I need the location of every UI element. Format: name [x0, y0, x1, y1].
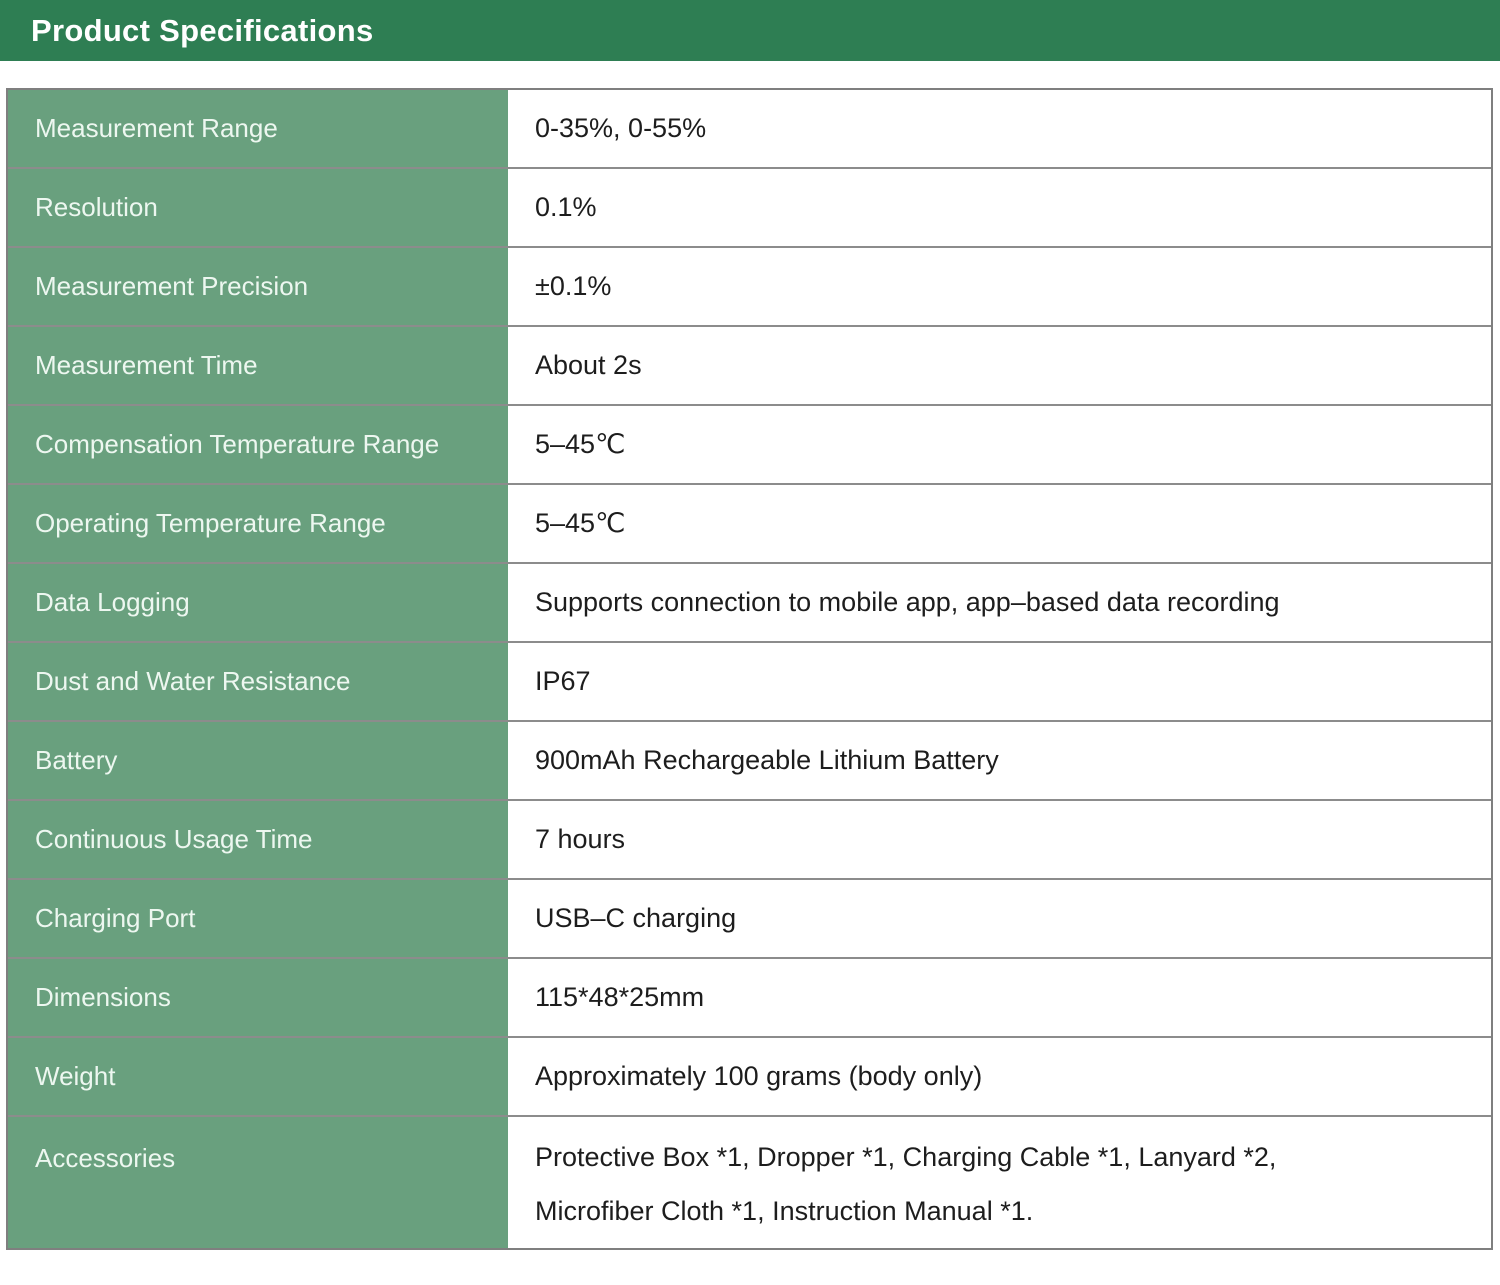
row-value: 115*48*25mm	[508, 959, 1491, 1036]
row-label: Accessories	[8, 1117, 508, 1248]
row-label: Measurement Range	[8, 90, 508, 167]
table-row-charging-port: Charging Port USB–C charging	[8, 880, 1491, 959]
row-value: 5–45℃	[508, 406, 1491, 483]
row-value: USB–C charging	[508, 880, 1491, 957]
page-title: Product Specifications	[31, 12, 374, 48]
row-value: 7 hours	[508, 801, 1491, 878]
row-label: Operating Temperature Range	[8, 485, 508, 562]
table-row-measurement-time: Measurement Time About 2s	[8, 327, 1491, 406]
table-row-compensation-temperature-range: Compensation Temperature Range 5–45℃	[8, 406, 1491, 485]
spec-table: Measurement Range 0-35%, 0-55% Resolutio…	[6, 88, 1493, 1250]
row-value: Protective Box *1, Dropper *1, Charging …	[508, 1117, 1491, 1248]
row-value: Approximately 100 grams (body only)	[508, 1038, 1491, 1115]
table-row-measurement-precision: Measurement Precision ±0.1%	[8, 248, 1491, 327]
header-bar: Product Specifications	[0, 0, 1500, 61]
table-row-accessories: Accessories Protective Box *1, Dropper *…	[8, 1117, 1491, 1248]
row-label: Compensation Temperature Range	[8, 406, 508, 483]
table-row-continuous-usage-time: Continuous Usage Time 7 hours	[8, 801, 1491, 880]
row-label: Dimensions	[8, 959, 508, 1036]
row-label: Measurement Precision	[8, 248, 508, 325]
row-value: About 2s	[508, 327, 1491, 404]
row-label: Resolution	[8, 169, 508, 246]
row-value: 0.1%	[508, 169, 1491, 246]
row-label: Dust and Water Resistance	[8, 643, 508, 720]
row-label: Battery	[8, 722, 508, 799]
row-label: Continuous Usage Time	[8, 801, 508, 878]
table-row-resolution: Resolution 0.1%	[8, 169, 1491, 248]
table-row-dimensions: Dimensions 115*48*25mm	[8, 959, 1491, 1038]
row-value-line: Protective Box *1, Dropper *1, Charging …	[535, 1142, 1277, 1172]
row-label: Charging Port	[8, 880, 508, 957]
row-value: 0-35%, 0-55%	[508, 90, 1491, 167]
table-row-battery: Battery 900mAh Rechargeable Lithium Batt…	[8, 722, 1491, 801]
row-label: Measurement Time	[8, 327, 508, 404]
row-value: ±0.1%	[508, 248, 1491, 325]
table-row-data-logging: Data Logging Supports connection to mobi…	[8, 564, 1491, 643]
row-label: Weight	[8, 1038, 508, 1115]
row-value: 5–45℃	[508, 485, 1491, 562]
row-value: Supports connection to mobile app, app–b…	[508, 564, 1491, 641]
table-row-dust-water-resistance: Dust and Water Resistance IP67	[8, 643, 1491, 722]
table-row-operating-temperature-range: Operating Temperature Range 5–45℃	[8, 485, 1491, 564]
table-row-measurement-range: Measurement Range 0-35%, 0-55%	[8, 90, 1491, 169]
row-value-line: Microfiber Cloth *1, Instruction Manual …	[535, 1196, 1034, 1226]
row-label: Data Logging	[8, 564, 508, 641]
row-value: 900mAh Rechargeable Lithium Battery	[508, 722, 1491, 799]
table-row-weight: Weight Approximately 100 grams (body onl…	[8, 1038, 1491, 1117]
row-value: IP67	[508, 643, 1491, 720]
